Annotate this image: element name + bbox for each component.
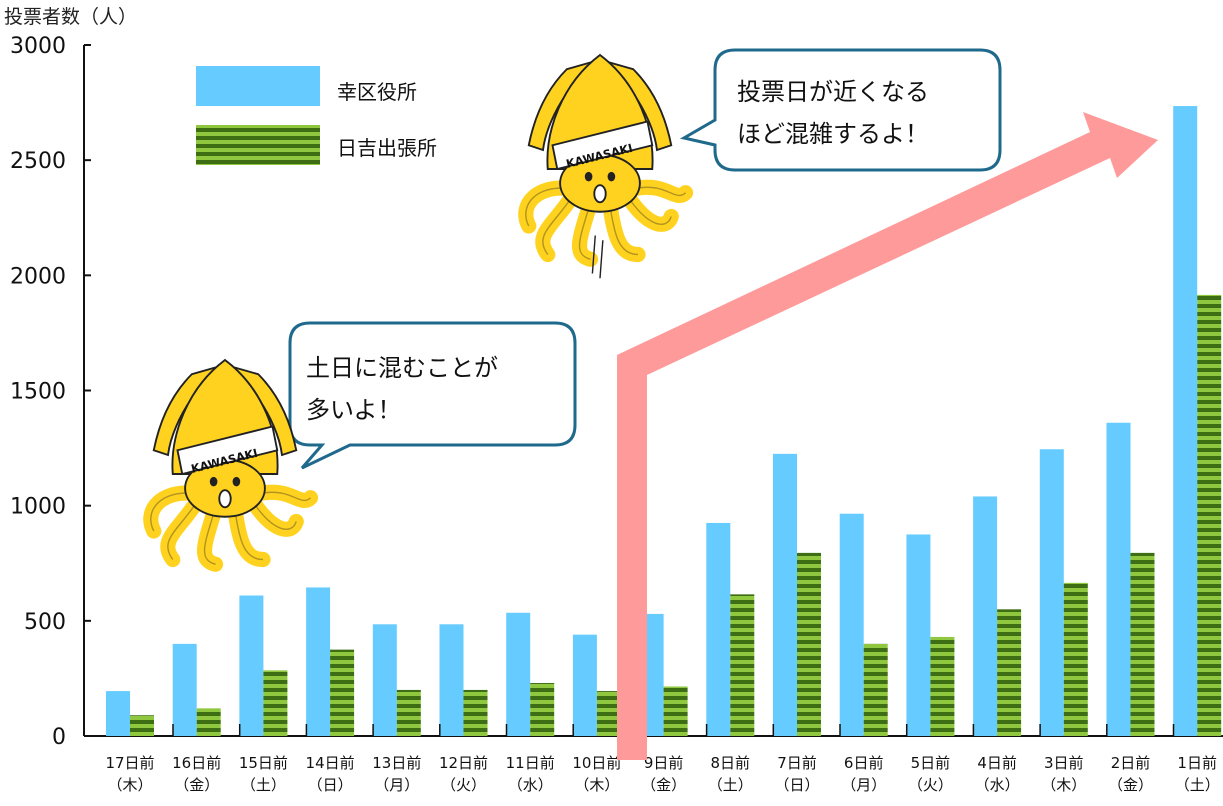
x-tick-label-day: 5日前 xyxy=(911,754,951,772)
x-tick-label-weekday: （木） xyxy=(107,776,152,794)
x-tick-label-day: 8日前 xyxy=(711,754,751,772)
trend-arrow xyxy=(617,112,1158,760)
bar-hiyoshi xyxy=(530,683,555,736)
x-tick-label-weekday: （木） xyxy=(574,776,619,794)
bar-hiyoshi xyxy=(797,552,821,736)
bubble-weekend-line2: 多いよ！ xyxy=(306,396,402,424)
y-tick-label: 2000 xyxy=(10,264,66,289)
squid-mascot-right: KAWASAKI xyxy=(526,55,686,279)
legend-label-saiwai: 幸区役所 xyxy=(337,80,417,104)
x-tick-label-day: 7日前 xyxy=(777,754,817,772)
x-tick-label-weekday: （金） xyxy=(641,776,686,794)
x-tick-label-weekday: （土） xyxy=(708,776,753,794)
x-tick-label-day: 11日前 xyxy=(506,754,555,772)
legend-swatch-hiyoshi xyxy=(196,125,320,165)
bubble-weekend-line1: 土日に混むことが xyxy=(306,354,498,382)
legend-label-hiyoshi: 日吉出張所 xyxy=(337,136,437,160)
squid-mascot-left: KAWASAKI xyxy=(151,360,311,564)
speech-bubble-weekend xyxy=(288,321,577,470)
bar-hiyoshi xyxy=(130,715,154,736)
bar-hiyoshi xyxy=(663,686,688,736)
bar-saiwai xyxy=(239,595,264,736)
bar-saiwai xyxy=(1106,422,1131,736)
bar-saiwai xyxy=(973,496,998,736)
y-tick-label: 0 xyxy=(52,725,66,750)
x-tick-label-weekday: （火） xyxy=(441,776,486,794)
bar-saiwai xyxy=(1039,449,1064,736)
x-tick-label-weekday: （水） xyxy=(975,776,1020,794)
bubble-near-line1: 投票日が近くなる xyxy=(737,78,929,106)
bar-saiwai xyxy=(572,634,597,736)
bar-hiyoshi xyxy=(730,594,755,736)
bar-saiwai xyxy=(372,624,397,736)
x-tick-label-weekday: （日） xyxy=(308,776,353,794)
bar-saiwai xyxy=(1173,106,1198,736)
bar-hiyoshi xyxy=(1130,552,1155,736)
bar-saiwai xyxy=(906,534,931,736)
x-tick-label-weekday: （月） xyxy=(841,776,886,794)
x-tick-label-weekday: （金） xyxy=(174,776,219,794)
x-tick-label-day: 6日前 xyxy=(844,754,884,772)
speech-bubble-near-election xyxy=(679,48,1002,172)
x-tick-label-day: 9日前 xyxy=(644,754,684,772)
x-tick-label-day: 3日前 xyxy=(1044,754,1084,772)
bar-saiwai xyxy=(172,643,197,736)
x-tick-label-day: 15日前 xyxy=(239,754,288,772)
bar-hiyoshi xyxy=(596,691,621,736)
y-tick-label: 3000 xyxy=(10,34,66,59)
bar-hiyoshi xyxy=(263,670,288,736)
bar-hiyoshi xyxy=(396,689,421,736)
x-tick-label-day: 17日前 xyxy=(105,754,154,772)
bar-saiwai xyxy=(506,612,531,736)
x-tick-label-day: 13日前 xyxy=(372,754,421,772)
x-tick-label-weekday: （火） xyxy=(908,776,953,794)
bar-saiwai xyxy=(839,513,864,736)
bar-hiyoshi xyxy=(463,689,488,736)
x-tick-label-weekday: （月） xyxy=(374,776,419,794)
y-tick-label: 500 xyxy=(24,610,66,635)
legend-swatch-saiwai xyxy=(196,66,320,106)
bar-hiyoshi xyxy=(997,609,1022,736)
bar-hiyoshi xyxy=(930,636,955,736)
bar-hiyoshi xyxy=(1063,582,1088,736)
y-tick-label: 1500 xyxy=(10,380,66,405)
bar-hiyoshi xyxy=(330,649,355,736)
x-tick-label-day: 4日前 xyxy=(977,754,1017,772)
x-tick-label-weekday: （日） xyxy=(774,776,819,794)
x-tick-label-day: 2日前 xyxy=(1111,754,1151,772)
bar-saiwai xyxy=(106,691,130,736)
bar-hiyoshi xyxy=(196,708,221,736)
x-tick-label-day: 12日前 xyxy=(439,754,488,772)
bar-saiwai xyxy=(306,587,331,736)
bar-saiwai xyxy=(439,624,464,736)
bubble-near-line2: ほど混雑するよ！ xyxy=(737,120,929,148)
y-tick-label: 1000 xyxy=(10,495,66,520)
bar-saiwai xyxy=(706,522,731,736)
x-tick-label-day: 10日前 xyxy=(572,754,621,772)
y-tick-label: 2500 xyxy=(10,149,66,174)
x-tick-label-weekday: （土） xyxy=(1175,776,1220,794)
bar-hiyoshi xyxy=(863,643,888,736)
x-tick-label-day: 16日前 xyxy=(172,754,221,772)
x-tick-label-weekday: （金） xyxy=(1108,776,1153,794)
x-tick-label-day: 14日前 xyxy=(306,754,355,772)
bar-saiwai xyxy=(773,453,797,736)
x-tick-label-weekday: （土） xyxy=(241,776,286,794)
y-axis-label: 投票者数（人） xyxy=(4,6,138,28)
x-tick-label-day: 1日前 xyxy=(1177,754,1217,772)
x-tick-label-weekday: （水） xyxy=(508,776,553,794)
x-tick-label-weekday: （木） xyxy=(1041,776,1086,794)
bar-hiyoshi xyxy=(1197,294,1222,736)
